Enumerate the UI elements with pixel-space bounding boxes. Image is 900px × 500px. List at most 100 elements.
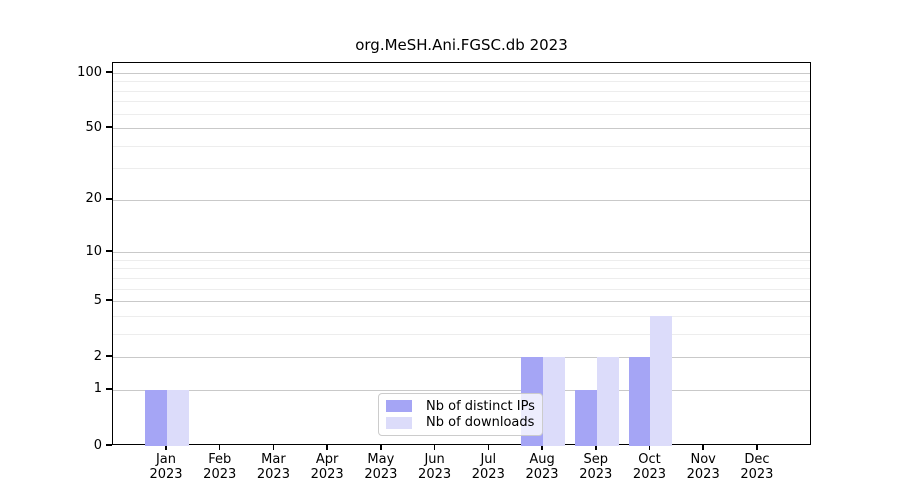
bar-distinct-ips: [145, 389, 167, 446]
x-tick-month: Oct: [638, 452, 661, 467]
x-tick-label: Apr 2023: [295, 452, 359, 482]
y-tick-mark: [106, 444, 112, 446]
x-tick-mark: [433, 445, 436, 450]
legend-item: Nb of distinct IPs: [386, 398, 535, 414]
x-tick-year: 2023: [579, 467, 613, 482]
major-gridline: [113, 73, 810, 74]
x-tick-year: 2023: [632, 467, 667, 482]
y-tick-label: 0: [93, 437, 102, 453]
y-tick-mark: [106, 250, 112, 252]
minor-gridline: [113, 81, 810, 83]
minor-gridline: [113, 90, 810, 92]
x-tick-month: Jun: [424, 452, 445, 467]
x-tick-mark: [487, 445, 490, 450]
y-tick-label: 100: [77, 64, 102, 80]
y-tick-label: 10: [85, 243, 102, 259]
x-tick-mark: [218, 445, 221, 450]
x-tick-label: Jun 2023: [403, 452, 467, 482]
minor-gridline: [113, 259, 810, 261]
x-tick-month: Aug: [529, 452, 555, 467]
minor-gridline: [113, 113, 810, 115]
major-gridline: [113, 389, 810, 391]
minor-gridline: [113, 333, 810, 335]
y-tick-label: 50: [85, 119, 102, 135]
x-tick-year: 2023: [525, 467, 559, 482]
x-tick-year: 2023: [149, 467, 183, 482]
x-tick-label: Mar 2023: [241, 452, 305, 482]
minor-gridline: [113, 101, 810, 103]
x-tick-label: Aug 2023: [510, 452, 574, 482]
legend-label: Nb of downloads: [426, 415, 535, 431]
major-gridline: [113, 128, 810, 130]
x-tick-mark: [541, 445, 543, 450]
x-tick-label: Feb 2023: [188, 452, 252, 482]
x-tick-year: 2023: [203, 467, 237, 482]
y-tick-label: 5: [93, 292, 102, 308]
x-tick-month: Jan: [155, 452, 177, 467]
x-tick-mark: [648, 445, 651, 450]
x-tick-label: Dec 2023: [725, 452, 789, 482]
x-tick-label: May 2023: [349, 452, 413, 482]
y-tick-label: 20: [85, 191, 102, 207]
x-tick-label: Oct 2023: [617, 452, 681, 482]
x-tick-mark: [756, 445, 758, 450]
y-tick-mark: [106, 198, 112, 200]
x-tick-year: 2023: [418, 467, 452, 482]
x-tick-mark: [702, 445, 704, 450]
x-tick-year: 2023: [686, 467, 720, 482]
major-gridline: [113, 357, 810, 359]
legend-item: Nb of downloads: [386, 415, 534, 431]
minor-gridline: [113, 145, 810, 147]
minor-gridline: [113, 268, 810, 270]
plot-area: [112, 62, 811, 446]
minor-gridline: [113, 168, 810, 170]
x-tick-month: May: [367, 452, 395, 467]
major-gridline: [113, 252, 810, 254]
x-tick-year: 2023: [740, 467, 774, 482]
x-tick-mark: [165, 445, 167, 450]
x-tick-year: 2023: [471, 467, 505, 482]
x-tick-month: Jul: [480, 452, 497, 467]
major-gridline: [113, 301, 810, 303]
major-gridline: [113, 199, 810, 201]
bar-downloads: [650, 315, 673, 446]
x-tick-year: 2023: [364, 467, 398, 482]
minor-gridline: [113, 315, 810, 317]
y-tick-label: 1: [93, 381, 102, 397]
x-tick-month: Mar: [261, 452, 286, 467]
x-tick-label: Jul 2023: [456, 452, 520, 482]
x-tick-year: 2023: [310, 467, 344, 482]
bar-downloads: [596, 357, 619, 446]
legend-swatch-downloads: [386, 416, 412, 429]
x-tick-mark: [326, 445, 328, 450]
x-tick-month: Dec: [744, 452, 770, 467]
x-tick-month: Nov: [690, 452, 716, 467]
y-tick-mark: [106, 126, 112, 128]
bar-downloads: [543, 357, 565, 446]
x-tick-mark: [272, 445, 275, 450]
y-tick-mark: [106, 388, 112, 390]
y-tick-mark: [106, 71, 112, 73]
bar-distinct-ips: [628, 357, 651, 446]
y-tick-label: 2: [93, 348, 102, 364]
chart-title: org.MeSH.Ani.FGSC.db 2023: [355, 36, 568, 54]
minor-gridline: [113, 277, 810, 279]
y-tick-mark: [106, 299, 112, 301]
x-tick-mark: [380, 445, 382, 450]
legend: Nb of distinct IPs Nb of downloads: [378, 393, 543, 436]
x-tick-year: 2023: [256, 467, 290, 482]
bar-downloads: [167, 389, 189, 446]
x-tick-month: Apr: [315, 452, 339, 467]
x-tick-month: Sep: [583, 452, 608, 467]
legend-label: Nb of distinct IPs: [426, 398, 535, 414]
y-tick-mark: [106, 355, 112, 357]
x-tick-label: Nov 2023: [671, 452, 735, 482]
x-tick-label: Jan 2023: [134, 452, 198, 482]
x-tick-month: Feb: [208, 452, 232, 467]
x-tick-label: Sep 2023: [564, 452, 628, 482]
legend-swatch-distinct-ips: [386, 400, 412, 413]
bar-distinct-ips: [574, 389, 597, 446]
minor-gridline: [113, 288, 810, 290]
x-tick-mark: [595, 445, 597, 450]
